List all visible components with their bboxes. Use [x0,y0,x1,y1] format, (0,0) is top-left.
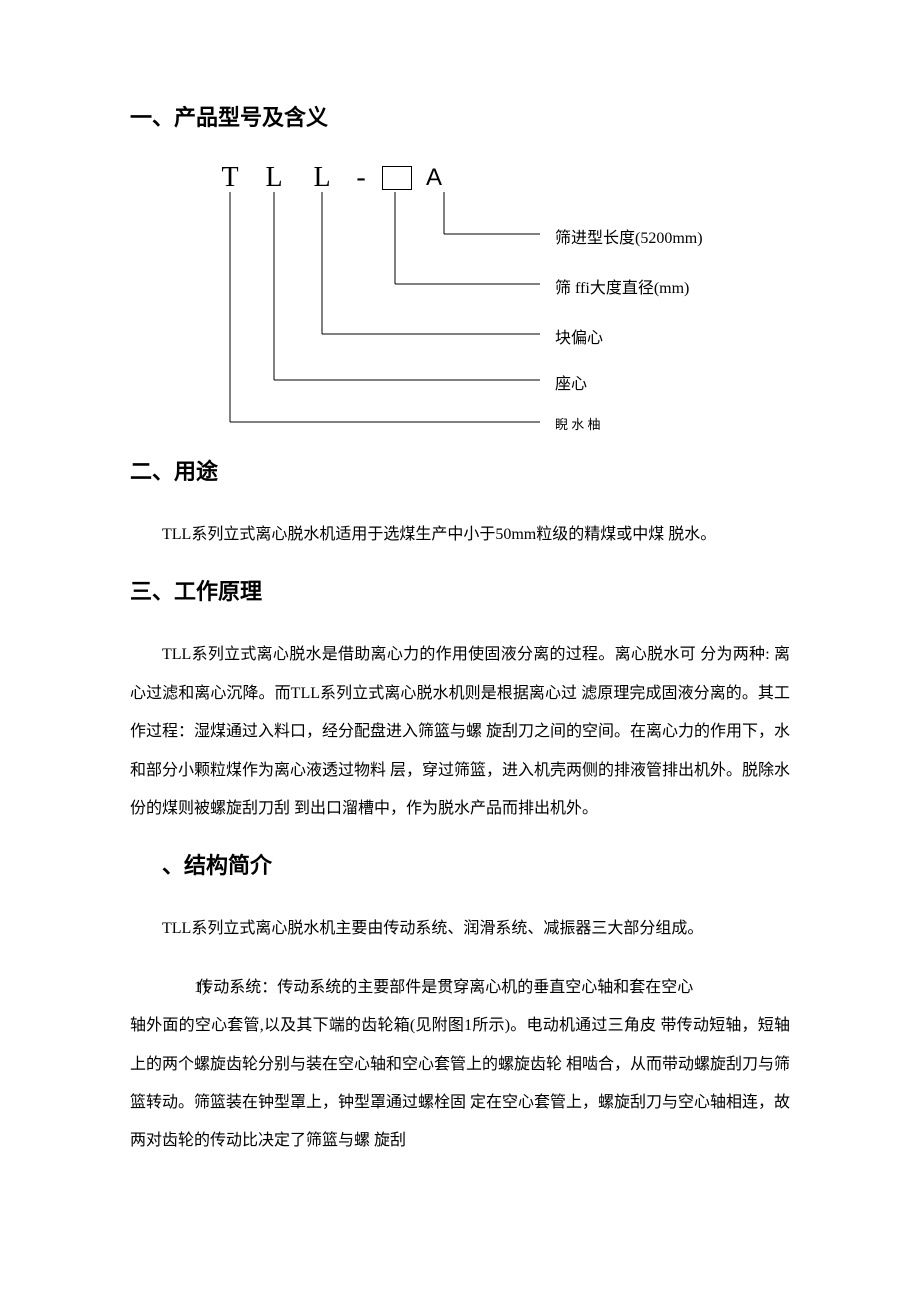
para-4a: TLL系列立式离心脱水机主要由传动系统、润滑系统、减振器三大部分组成。 [130,910,790,948]
diagram-lines [210,162,550,452]
section-4-title: 、结构简介 [162,848,790,880]
label-r5: 睨 水 柚 [555,414,601,433]
label-r2: 筛 ffi大度直径(mm) [555,274,689,298]
label-r4: 座心 [555,370,587,394]
list-1-idx: 1) [162,969,197,1007]
label-r1: 筛进型长度(5200mm) [555,224,703,248]
list-1-text: 传动系统：传动系统的主要部件是贯穿离心机的垂直空心轴和套在空心 [197,979,693,996]
section-1-title: 一、产品型号及含义 [130,100,790,132]
list-item-1: 1)传动系统：传动系统的主要部件是贯穿离心机的垂直空心轴和套在空心 [130,969,790,1007]
para-4b: 轴外面的空心套管,以及其下端的齿轮箱(见附图1所示)。电动机通过三角皮 带传动短… [130,1007,790,1161]
label-r3: 块偏心 [555,324,603,348]
model-diagram: T L L - A 筛进型长度(5200mm) 筛 ffi大度直径(mm) 块偏… [210,162,790,452]
section-2-title: 二、用途 [130,454,790,486]
para-2: TLL系列立式离心脱水机适用于选煤生产中小于50mm粒级的精煤或中煤 脱水。 [130,516,790,554]
section-3-title: 三、工作原理 [130,574,790,606]
para-3: TLL系列立式离心脱水是借助离心力的作用使固液分离的过程。离心脱水可 分为两种:… [130,636,790,828]
